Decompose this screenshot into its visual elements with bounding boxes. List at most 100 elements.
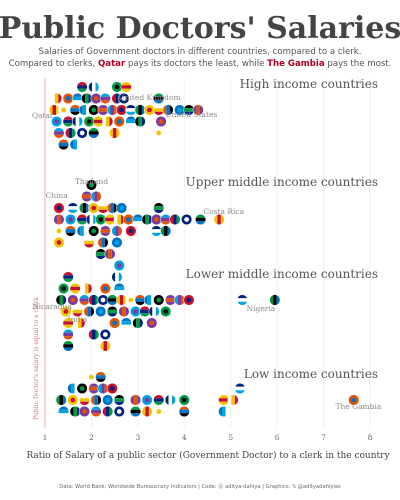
x-tick-label-2: 2 [89,433,94,442]
country-flag-marker [153,127,165,139]
country-flag-marker [120,81,132,93]
country-flag-marker [90,92,102,105]
country-label: China [45,191,68,200]
country-flag-marker [67,202,79,214]
country-flag-marker [116,202,128,214]
country-flag-marker [132,213,144,226]
country-flag-marker [78,202,91,214]
country-flag-marker [71,92,84,105]
group-labels: High income countries Upper middle income… [186,77,378,381]
country-flag-marker [120,317,132,329]
country-flag-marker [78,294,91,306]
country-flag-marker [102,405,114,418]
country-flag-marker [78,394,91,406]
country-flag-marker [118,92,130,105]
country-flag-marker [81,190,93,203]
country-label: Nigeria [247,304,276,313]
country-flag-marker [106,305,118,318]
highlight-qatar: Qatar [98,59,126,69]
country-flag-marker [88,81,100,93]
country-flag-marker [118,305,130,318]
country-flag-marker [132,317,144,329]
country-flag-marker [95,305,107,318]
country-flag-marker [90,405,102,418]
country-flag-marker [125,115,137,128]
x-tick-label-7: 7 [321,433,326,442]
country-flag-marker [106,382,118,395]
country-flag-marker [183,294,195,306]
country-flag-marker [55,294,67,306]
highlight-gambia: The Gambia [267,59,325,69]
country-flag-marker [71,305,84,318]
country-flag-marker [116,294,128,306]
country-flag-marker [150,213,162,226]
country-flag-marker [83,236,95,249]
country-flag-marker [236,294,248,306]
country-flag-marker [129,305,142,318]
country-flag-markers [48,81,360,418]
group-label: Lower middle income countries [186,267,378,281]
country-flag-marker [53,202,65,214]
country-flag-marker [269,294,281,306]
country-flag-marker [85,179,97,191]
country-flag-marker [134,294,146,306]
country-flag-marker [153,405,165,418]
country-flag-marker [85,213,97,226]
country-flag-marker [90,190,102,203]
country-flag-marker [111,236,123,249]
country-flag-marker [160,225,172,237]
country-flag-marker [99,92,111,105]
country-flag-marker [62,92,74,105]
country-flag-marker [153,202,165,214]
country-flag-marker [123,213,135,226]
reference-note: Public Doctor's salary is equal to a cle… [33,297,40,420]
country-flag-marker [155,115,167,128]
country-flag-marker [134,115,146,128]
country-flag-marker [58,405,70,418]
country-flag-marker [71,115,84,128]
group-label: Low income countries [244,367,378,381]
country-flag-marker [129,405,142,418]
country-flag-marker [76,127,88,139]
country-flag-marker [102,115,114,128]
country-flag-marker [218,405,230,418]
country-label: Nicaragua [32,302,72,311]
country-flag-marker [153,294,165,306]
country-flag-marker [160,305,172,318]
country-flag-marker [139,305,151,318]
country-flag-marker [113,259,125,272]
country-flag-marker [164,294,176,306]
group-label: High income countries [240,77,378,91]
country-flag-marker [125,104,137,116]
country-flag-marker [106,294,118,306]
country-flag-marker [62,115,74,128]
country-flag-marker [95,371,107,383]
country-flag-marker [51,92,63,105]
country-flag-marker [162,104,174,116]
country-flag-marker [153,394,165,406]
x-tick-label-4: 4 [182,433,187,442]
x-tick-label-8: 8 [368,433,373,442]
country-flag-marker [111,271,123,283]
country-label: Thailand [75,177,108,186]
country-flag-marker [88,225,100,237]
country-label: India [68,315,88,324]
country-flag-marker [111,225,123,237]
country-flag-marker [64,225,77,237]
gridlines [90,78,371,428]
country-flag-marker [51,115,63,128]
x-axis-ticks: 1 2 3 4 5 6 7 8 [43,433,373,442]
country-flag-marker [164,394,176,406]
country-flag-marker [95,213,107,226]
country-flag-marker [62,317,74,329]
country-flag-marker [113,282,125,295]
country-flag-marker [76,213,88,226]
country-flag-marker [58,138,70,151]
country-flag-marker [125,225,137,237]
country-flag-marker [97,104,109,116]
country-flag-marker [60,305,72,318]
subtitle-line-1: Salaries of Government doctors in differ… [38,47,361,57]
country-flag-marker [178,405,190,418]
country-flag-marker [106,104,118,116]
country-flag-marker [69,282,81,295]
